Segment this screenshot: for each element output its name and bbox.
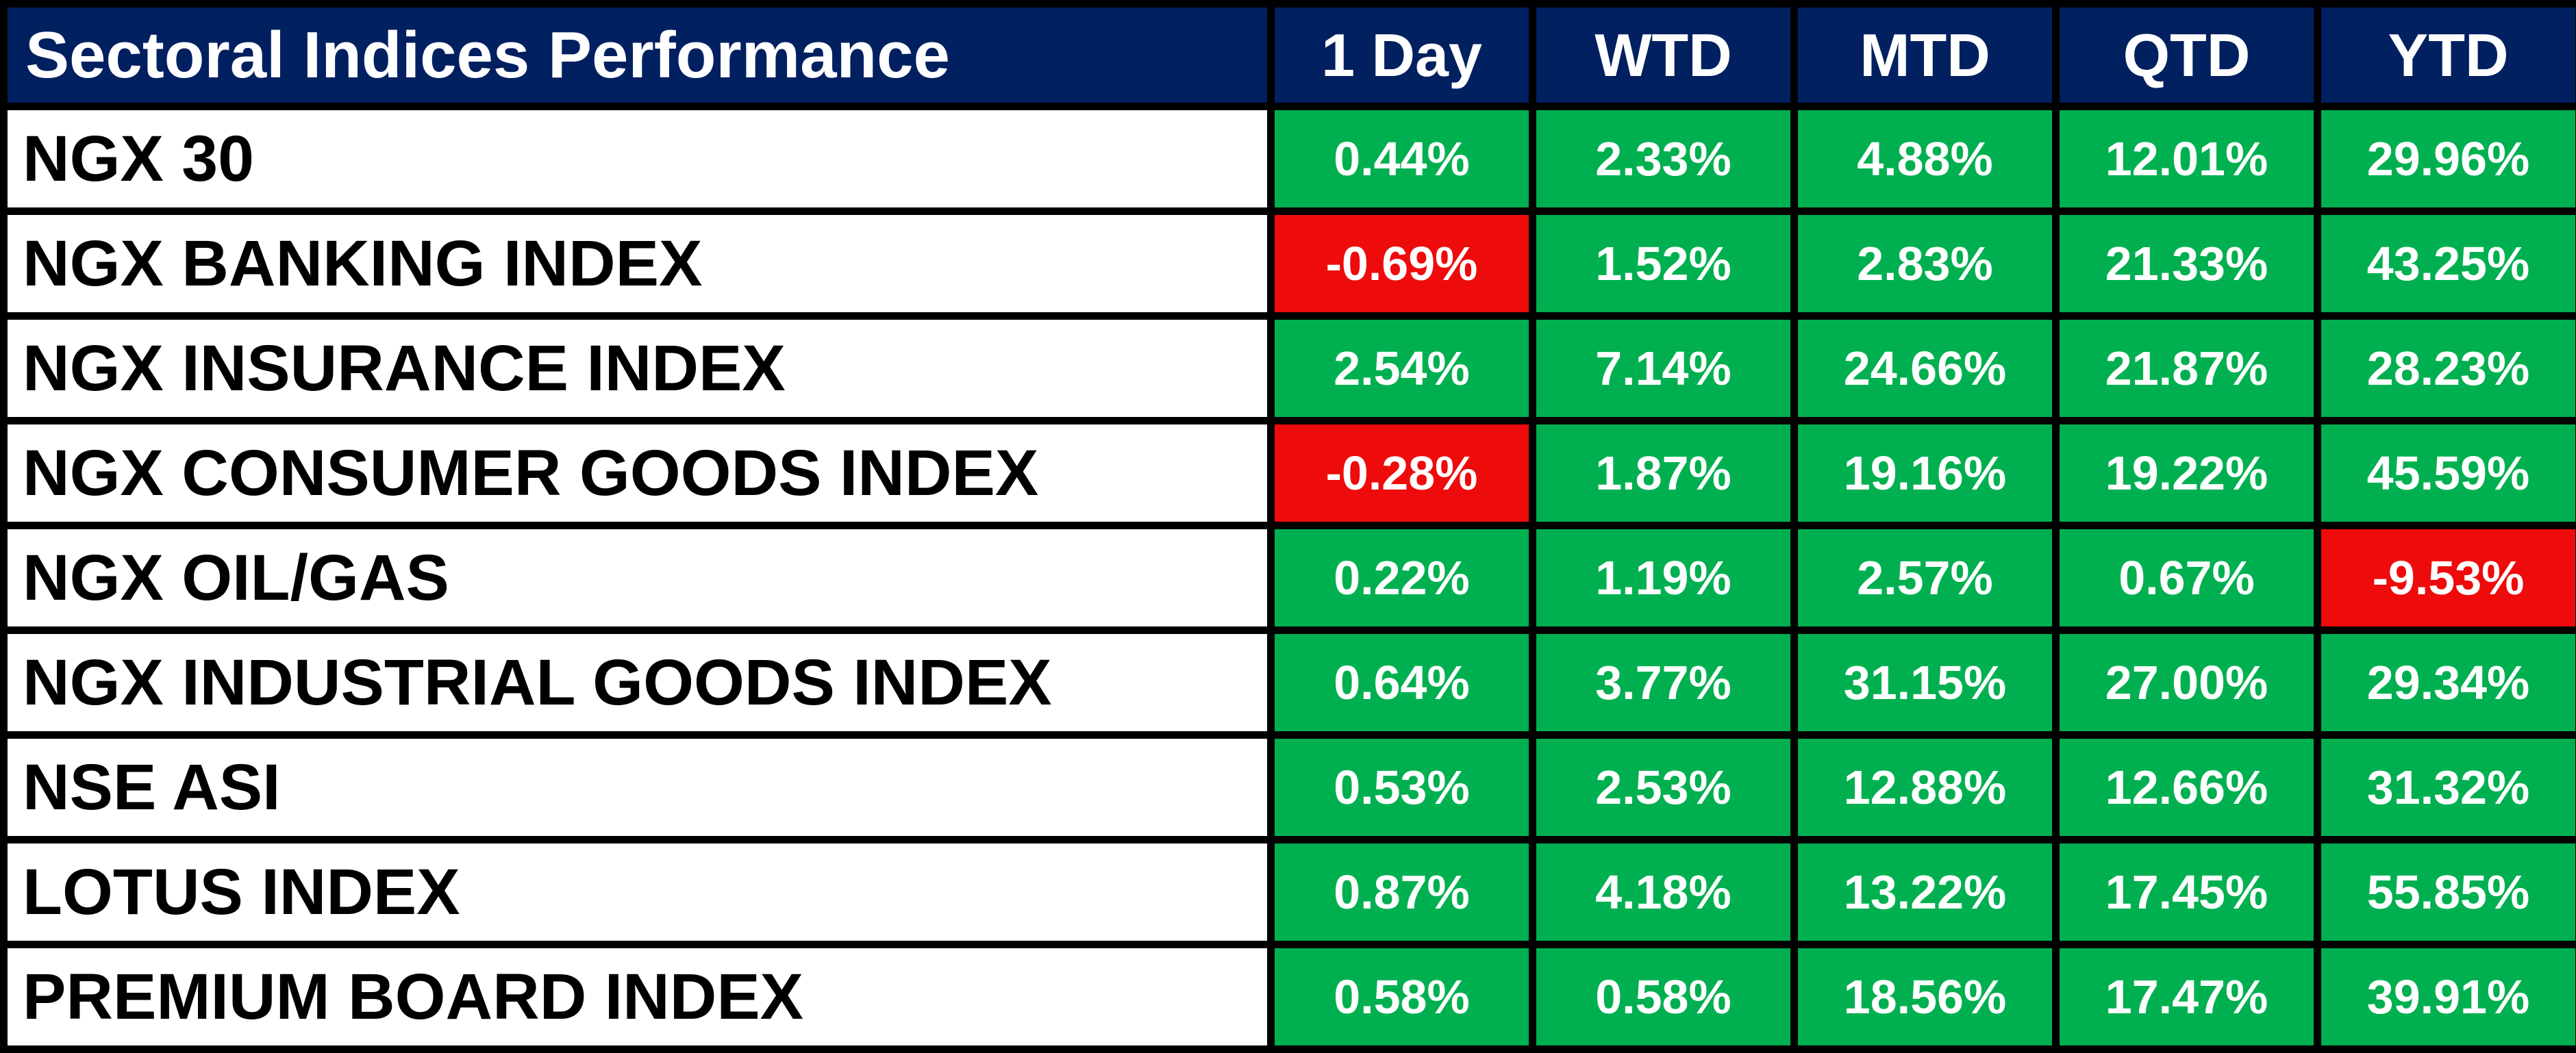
- value-cell: 7.14%: [1529, 312, 1798, 424]
- column-header-wtd: WTD: [1529, 0, 1798, 110]
- table-row: PREMIUM BOARD INDEX 0.58% 0.58% 18.56% 1…: [0, 941, 2576, 1053]
- column-header-ytd: YTD: [2314, 0, 2576, 110]
- table-row: NSE ASI 0.53% 2.53% 12.88% 12.66% 31.32%: [0, 731, 2576, 843]
- value-cell: 0.58%: [1267, 941, 1536, 1053]
- value-cell: 29.96%: [2314, 103, 2576, 215]
- value-cell: 45.59%: [2314, 417, 2576, 529]
- value-cell: 2.54%: [1267, 312, 1536, 424]
- value-cell: 24.66%: [1790, 312, 2060, 424]
- value-cell: 12.66%: [2052, 731, 2321, 843]
- value-cell: 0.58%: [1529, 941, 1798, 1053]
- column-header-qtd: QTD: [2052, 0, 2321, 110]
- table-row: LOTUS INDEX 0.87% 4.18% 13.22% 17.45% 55…: [0, 836, 2576, 948]
- value-cell: 4.88%: [1790, 103, 2060, 215]
- value-cell: 0.67%: [2052, 522, 2321, 634]
- value-cell: 18.56%: [1790, 941, 2060, 1053]
- value-cell: 4.18%: [1529, 836, 1798, 948]
- value-cell: 12.88%: [1790, 731, 2060, 843]
- row-label: NGX INDUSTRIAL GOODS INDEX: [0, 626, 1275, 739]
- value-cell: 31.15%: [1790, 626, 2060, 739]
- table-row: NGX OIL/GAS 0.22% 1.19% 2.57% 0.67% -9.5…: [0, 522, 2576, 634]
- value-cell: 19.22%: [2052, 417, 2321, 529]
- row-label: NGX CONSUMER GOODS INDEX: [0, 417, 1275, 529]
- value-cell: 3.77%: [1529, 626, 1798, 739]
- row-label: NGX 30: [0, 103, 1275, 215]
- value-cell: 27.00%: [2052, 626, 2321, 739]
- table-row: NGX INDUSTRIAL GOODS INDEX 0.64% 3.77% 3…: [0, 626, 2576, 739]
- value-cell: -0.69%: [1267, 207, 1536, 320]
- value-cell: 1.19%: [1529, 522, 1798, 634]
- value-cell: 13.22%: [1790, 836, 2060, 948]
- value-cell: 2.83%: [1790, 207, 2060, 320]
- value-cell: 0.87%: [1267, 836, 1536, 948]
- table-title: Sectoral Indices Performance: [0, 0, 1275, 110]
- value-cell: 2.33%: [1529, 103, 1798, 215]
- value-cell: 0.64%: [1267, 626, 1536, 739]
- value-cell: 21.87%: [2052, 312, 2321, 424]
- header-row: Sectoral Indices Performance 1 Day WTD M…: [0, 0, 2576, 110]
- value-cell: 2.53%: [1529, 731, 1798, 843]
- value-cell: 39.91%: [2314, 941, 2576, 1053]
- value-cell: -0.28%: [1267, 417, 1536, 529]
- value-cell: 31.32%: [2314, 731, 2576, 843]
- value-cell: -9.53%: [2314, 522, 2576, 634]
- value-cell: 12.01%: [2052, 103, 2321, 215]
- value-cell: 28.23%: [2314, 312, 2576, 424]
- row-label: NGX INSURANCE INDEX: [0, 312, 1275, 424]
- table-row: NGX BANKING INDEX -0.69% 1.52% 2.83% 21.…: [0, 207, 2576, 320]
- column-header-1day: 1 Day: [1267, 0, 1536, 110]
- row-label: PREMIUM BOARD INDEX: [0, 941, 1275, 1053]
- value-cell: 19.16%: [1790, 417, 2060, 529]
- value-cell: 0.44%: [1267, 103, 1536, 215]
- value-cell: 0.22%: [1267, 522, 1536, 634]
- row-label: NGX OIL/GAS: [0, 522, 1275, 634]
- row-label: NGX BANKING INDEX: [0, 207, 1275, 320]
- value-cell: 17.47%: [2052, 941, 2321, 1053]
- value-cell: 21.33%: [2052, 207, 2321, 320]
- value-cell: 55.85%: [2314, 836, 2576, 948]
- table-row: NGX CONSUMER GOODS INDEX -0.28% 1.87% 19…: [0, 417, 2576, 529]
- value-cell: 2.57%: [1790, 522, 2060, 634]
- value-cell: 43.25%: [2314, 207, 2576, 320]
- row-label: LOTUS INDEX: [0, 836, 1275, 948]
- table-row: NGX 30 0.44% 2.33% 4.88% 12.01% 29.96%: [0, 103, 2576, 215]
- value-cell: 1.52%: [1529, 207, 1798, 320]
- value-cell: 0.53%: [1267, 731, 1536, 843]
- value-cell: 29.34%: [2314, 626, 2576, 739]
- value-cell: 1.87%: [1529, 417, 1798, 529]
- value-cell: 17.45%: [2052, 836, 2321, 948]
- table-row: NGX INSURANCE INDEX 2.54% 7.14% 24.66% 2…: [0, 312, 2576, 424]
- row-label: NSE ASI: [0, 731, 1275, 843]
- column-header-mtd: MTD: [1790, 0, 2060, 110]
